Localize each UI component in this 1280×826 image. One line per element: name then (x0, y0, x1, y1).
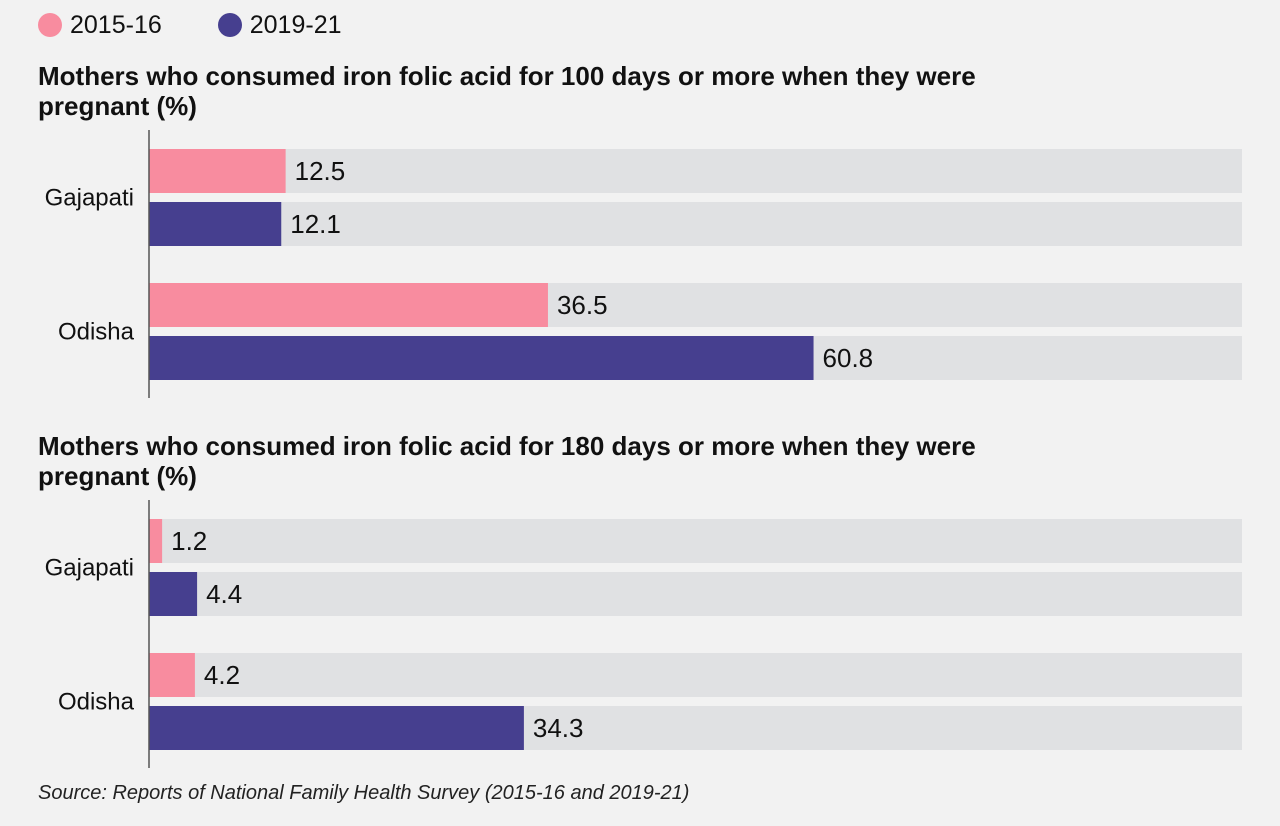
data-label-odisha-2019-21: 60.8 (823, 343, 874, 373)
bar-odisha-2019-21 (149, 706, 524, 750)
data-label-gajapati-2019-21: 12.1 (290, 209, 341, 239)
bar-gajapati-2015-16 (149, 519, 163, 563)
chart-title-180-days: Mothers who consumed iron folic acid for… (38, 431, 976, 491)
legend-item-2015-16: 2015-16 (38, 11, 162, 40)
bar-gajapati-2015-16 (149, 149, 286, 193)
bar-gajapati-2019-21 (149, 572, 198, 616)
legend-label-2015-16: 2015-16 (70, 10, 162, 39)
chart-title-100-days: Mothers who consumed iron folic acid for… (38, 61, 976, 121)
legend-item-2019-21: 2019-21 (217, 10, 342, 40)
bar-track (149, 572, 1242, 616)
source-note: Source: Reports of National Family Healt… (38, 782, 690, 804)
data-label-odisha-2015-16: 4.2 (204, 660, 240, 690)
legend-swatch-2019-21 (217, 13, 242, 37)
bar-track (149, 149, 1242, 193)
bar-track (149, 202, 1242, 246)
bar-gajapati-2019-21 (149, 202, 282, 246)
data-label-gajapati-2015-16: 1.2 (171, 526, 207, 556)
legend-swatch-2015-16 (38, 13, 62, 37)
data-label-gajapati-2015-16: 12.5 (295, 156, 346, 186)
data-label-odisha-2019-21: 34.3 (533, 713, 584, 743)
data-label-odisha-2015-16: 36.5 (557, 290, 608, 320)
legend-label-2019-21: 2019-21 (249, 10, 342, 39)
bar-odisha-2015-16 (149, 653, 195, 697)
bar-chart-100-days: 12.5 12.1 Gajapati 36.5 60.8 Odisha (45, 130, 1242, 398)
category-label-gajapati: Gajapati (45, 555, 134, 582)
bar-odisha-2019-21 (149, 336, 814, 380)
bar-track (149, 519, 1242, 563)
legend: 2015-16 2019-21 (38, 8, 398, 42)
bar-odisha-2015-16 (149, 283, 548, 327)
category-label-odisha: Odisha (58, 319, 135, 346)
category-label-odisha: Odisha (58, 689, 135, 716)
data-label-gajapati-2019-21: 4.4 (206, 579, 242, 609)
category-label-gajapati: Gajapati (45, 185, 134, 212)
bar-chart-180-days: 1.2 4.4 Gajapati 4.2 34.3 Odisha (45, 500, 1242, 768)
bar-track (149, 653, 1242, 697)
